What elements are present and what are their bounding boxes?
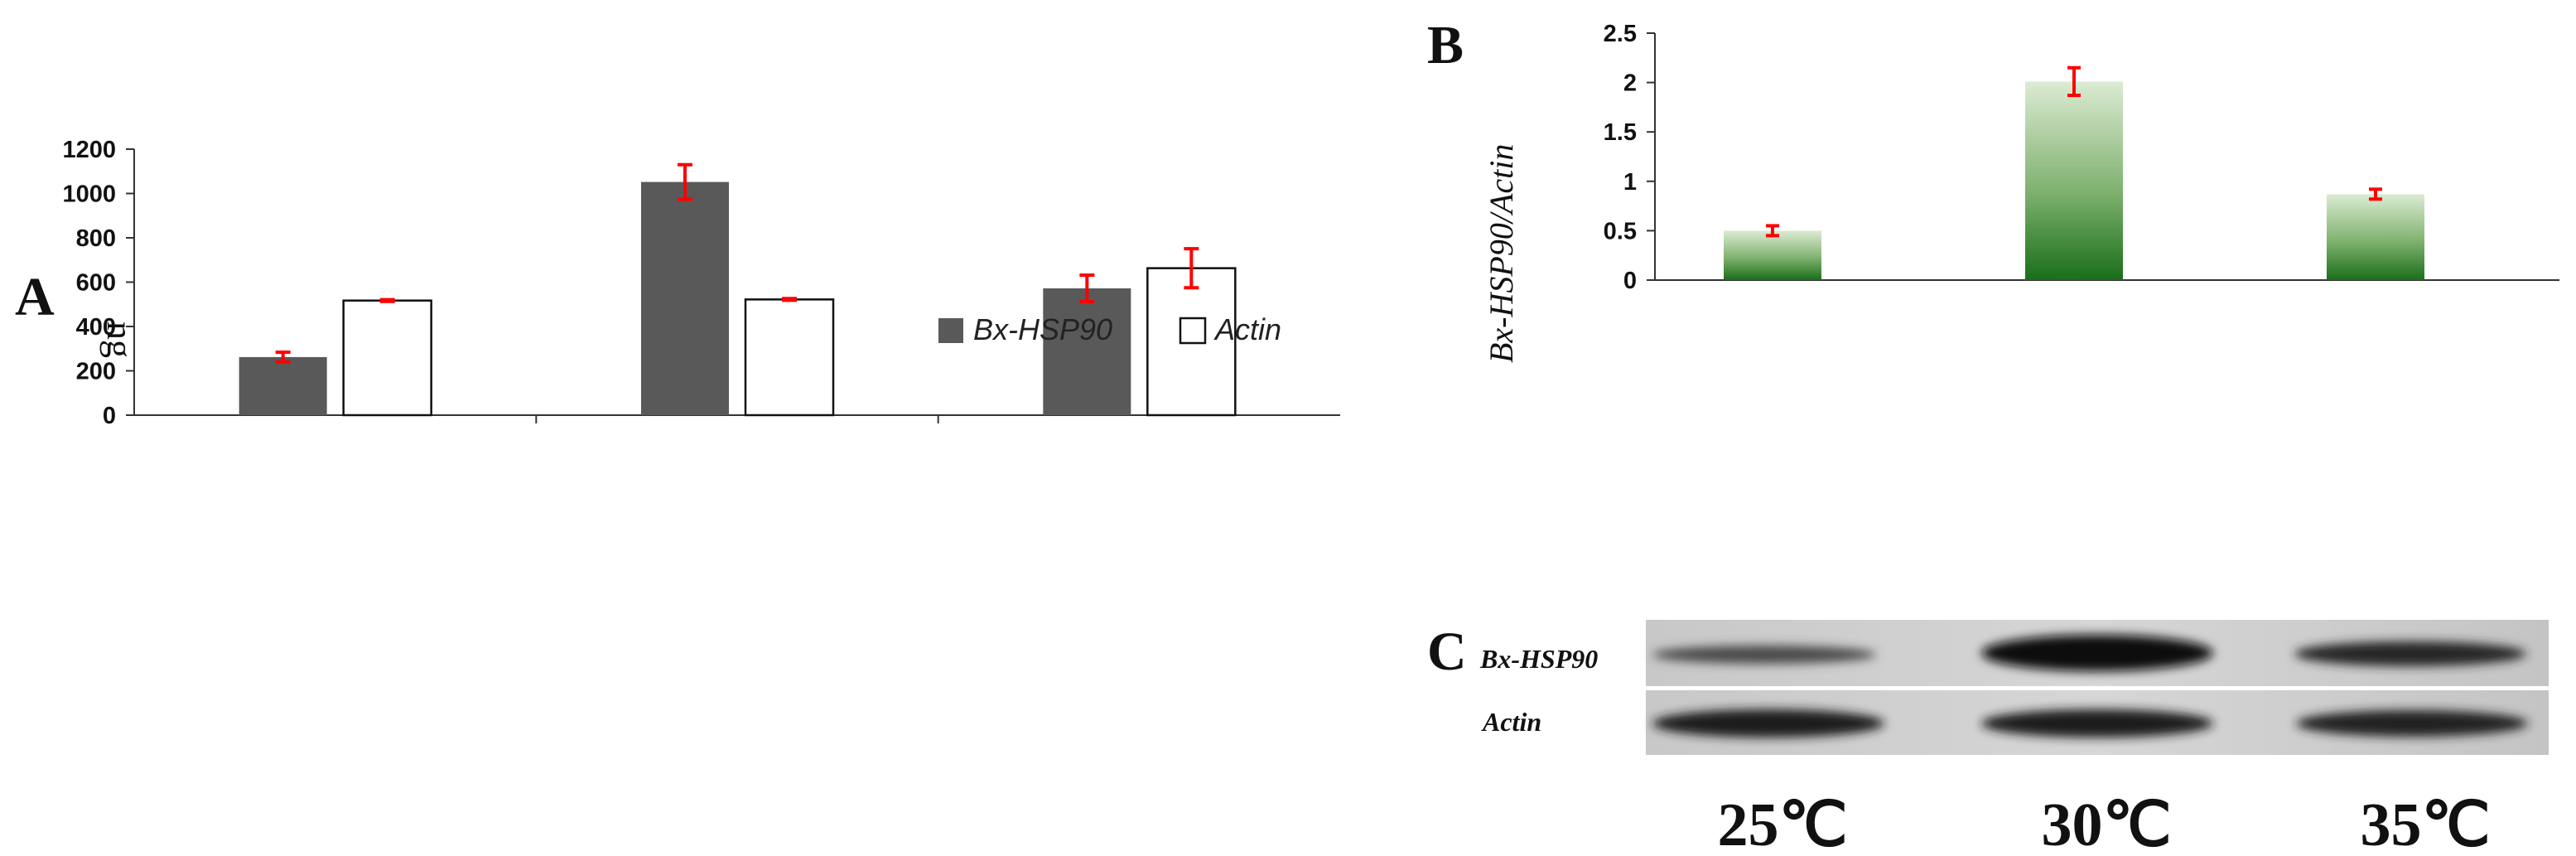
- blot-row-label-bx-hsp90: Bx-HSP90: [1479, 644, 1598, 674]
- panel-b-letter: B: [1427, 15, 1464, 75]
- legend-swatch-actin: [1179, 317, 1207, 345]
- panel-a-y-tick-label: 400: [76, 314, 116, 341]
- panel-b-y-tick-label: 1: [1623, 169, 1637, 196]
- panel-b-bars: [1724, 65, 2424, 281]
- legend-label-bx-hsp90: Bx-HSP90: [973, 312, 1112, 346]
- panel-b-bar-2: [2025, 81, 2123, 281]
- panel-b-y-tick-label: 0.5: [1604, 218, 1637, 244]
- panel-b-bar-3: [2327, 194, 2424, 280]
- blot-row-label-actin: Actin: [1481, 707, 1541, 737]
- panel-a-bars: [239, 162, 1237, 417]
- panel-b-y-tick-label: 1.5: [1604, 119, 1637, 146]
- panel-b-y-axis-label: Bx-HSP90/Actin: [1483, 144, 1520, 363]
- panel-a-chart: A ng 0 200 400 600 800 1000 1200 Bx-HSP90 Acti…: [15, 137, 1340, 429]
- panel-b-y-tick-label: 2: [1623, 70, 1637, 97]
- panel-a-letter: A: [15, 267, 55, 327]
- lane-label-35c: 35℃: [2360, 791, 2490, 856]
- legend-swatch-bx-hsp90: [938, 318, 963, 343]
- panel-a-bar-bx-hsp90-3: [1043, 288, 1131, 415]
- lane-label-25c: 25℃: [1717, 791, 1847, 856]
- panel-a-y-tick-label: 600: [76, 270, 116, 297]
- blot-band-actin-35: [2296, 710, 2528, 737]
- panel-a-y-tick-label: 0: [103, 403, 116, 429]
- blot-band-bx-hsp90-25: [1652, 646, 1876, 664]
- blot-band-bx-hsp90-30: [1981, 635, 2213, 671]
- panel-a-axes: 0 200 400 600 800 1000 1200: [62, 137, 1340, 429]
- legend-label-actin: Actin: [1213, 312, 1281, 346]
- panel-b-bar-1: [1724, 230, 1821, 280]
- blot-band-actin-25: [1652, 709, 1884, 738]
- panel-a-y-tick-label: 200: [76, 359, 116, 385]
- panel-a-bar-actin-1: [342, 299, 432, 417]
- panel-c-letter: C: [1427, 621, 1467, 682]
- blot-band-actin-30: [1981, 709, 2213, 738]
- blot-band-bx-hsp90-35: [2294, 641, 2526, 666]
- panel-a-bar-bx-hsp90-1: [239, 356, 327, 415]
- panel-c-blot: C Bx-HSP90 Actin 25℃ 30℃ 35℃: [1427, 620, 2549, 856]
- panel-a-y-tick-label: 1200: [62, 137, 116, 163]
- panel-a-bar-actin-2: [744, 298, 835, 417]
- panel-a-y-axis-label: ng: [99, 322, 140, 358]
- panel-b-chart: B Bx-HSP90/Actin 0 0.5 1 1.5 2 2.5: [1427, 15, 2559, 363]
- panel-a-legend: Bx-HSP90 Actin: [938, 312, 1281, 346]
- panel-a-y-tick-label: 800: [76, 225, 116, 252]
- panel-b-y-tick-label: 2.5: [1604, 21, 1637, 47]
- lane-label-30c: 30℃: [2041, 791, 2171, 856]
- panel-b-y-tick-label: 0: [1623, 268, 1637, 294]
- panel-a-bar-bx-hsp90-2: [641, 181, 729, 415]
- panel-a-y-tick-label: 1000: [62, 181, 116, 208]
